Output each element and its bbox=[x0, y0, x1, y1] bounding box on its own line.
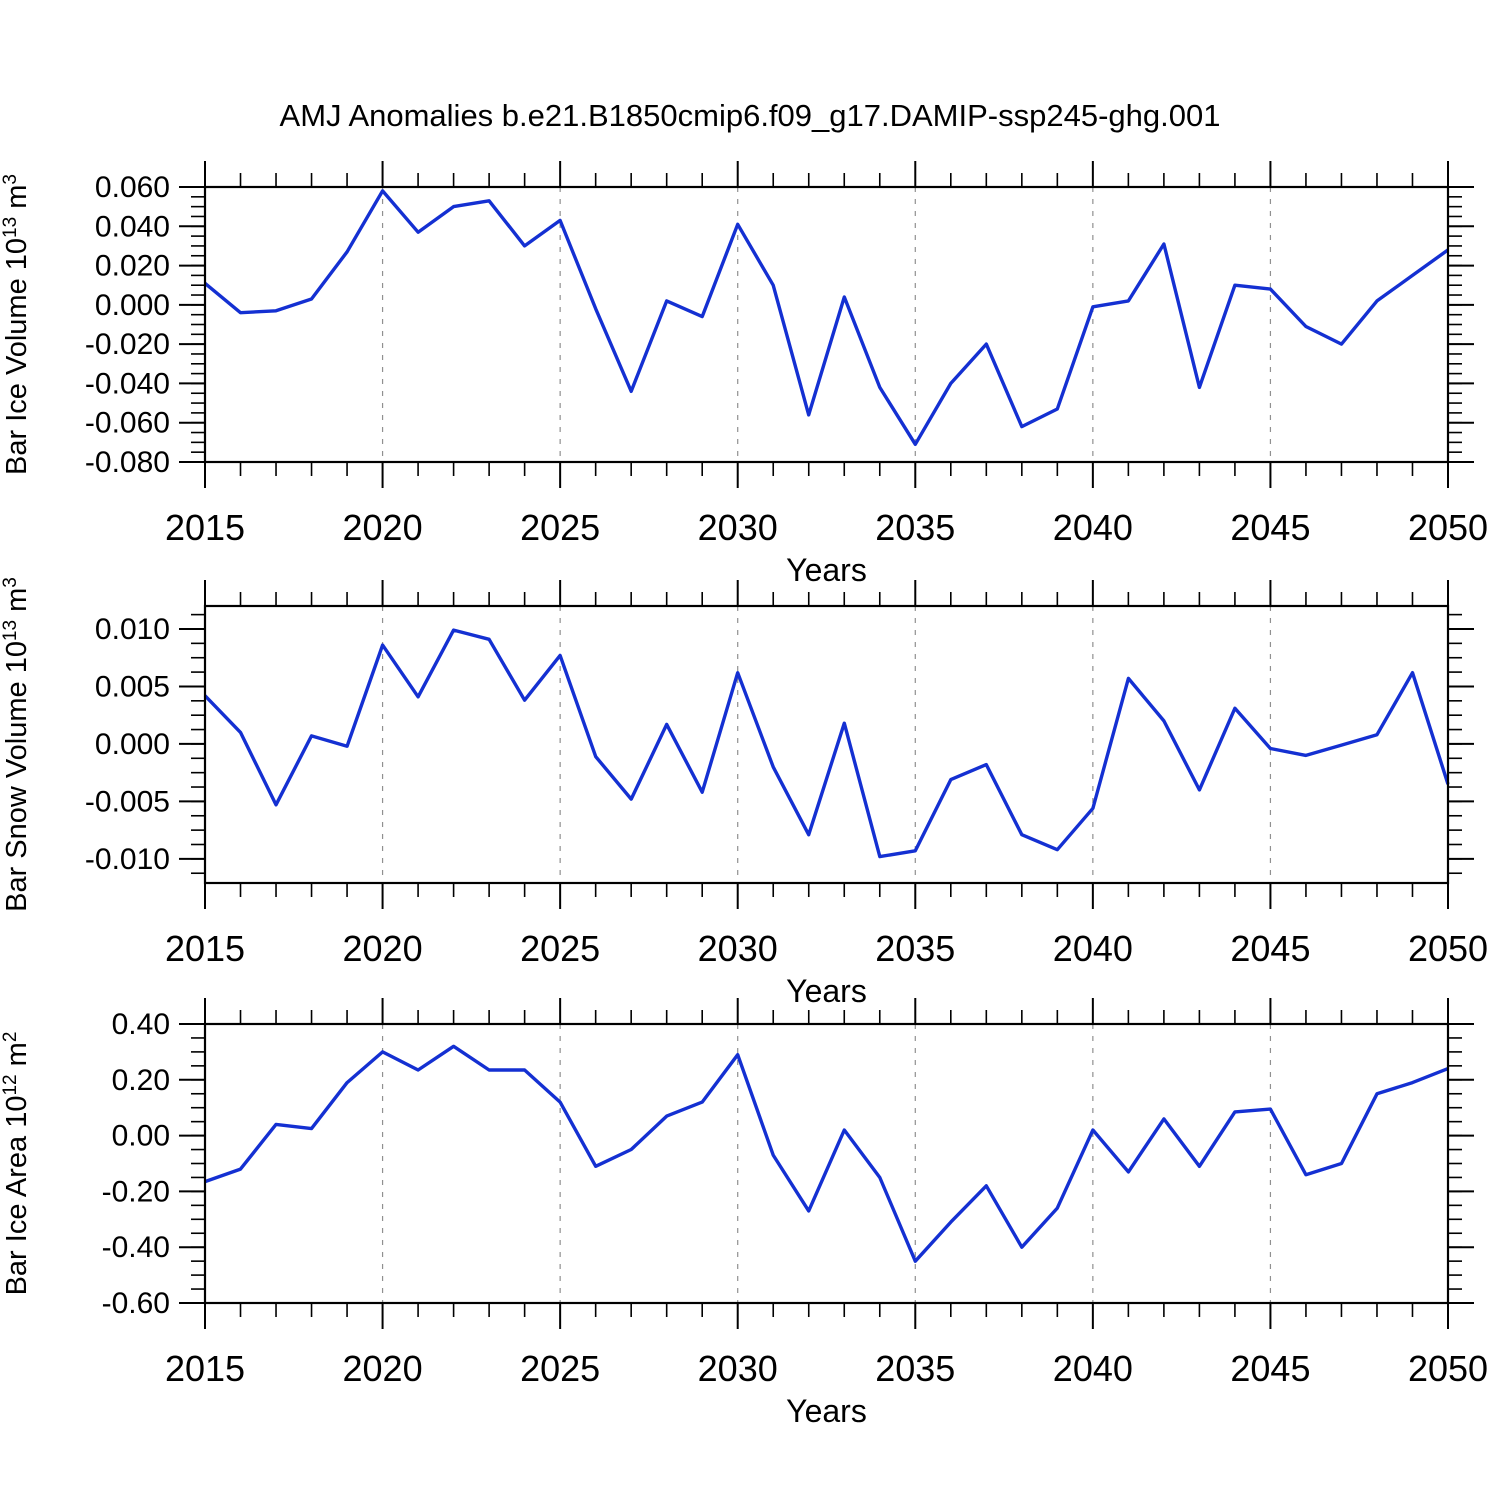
data-series-line bbox=[203, 628, 1450, 859]
panel-bar-ice-volume: 0.060 0.040 0.020 0.000 -0.020 -0.040 -0.060 -0… bbox=[0, 161, 1488, 588]
y-tick-label: -0.40 bbox=[102, 1231, 170, 1264]
plot-frame bbox=[203, 1022, 1450, 1305]
x-tick-label: 2020 bbox=[343, 928, 423, 969]
x-tick-label: 2030 bbox=[698, 1348, 778, 1389]
y-axis-title: Bar Ice Area 1012 m2 bbox=[0, 1032, 33, 1296]
y-tick-label: 0.000 bbox=[95, 289, 170, 322]
x-tick-label: 2045 bbox=[1230, 1348, 1310, 1389]
y-tick-label: -0.020 bbox=[85, 328, 170, 361]
y-tick-label: 0.000 bbox=[95, 728, 170, 761]
x-axis-title: Years bbox=[786, 552, 867, 588]
y-tick-label: 0.060 bbox=[95, 171, 170, 204]
x-tick-label: 2025 bbox=[520, 1348, 600, 1389]
x-tick-label: 2035 bbox=[875, 1348, 955, 1389]
y-tick-label: 0.005 bbox=[95, 670, 170, 703]
x-tick-label: 2030 bbox=[698, 507, 778, 548]
y-tick-label: 0.20 bbox=[112, 1064, 170, 1097]
y-axis-title: Bar Ice Volume 1013 m3 bbox=[0, 174, 33, 475]
x-tick-label: 2045 bbox=[1230, 928, 1310, 969]
y-tick-label: -0.20 bbox=[102, 1175, 170, 1208]
x-axis-title: Years bbox=[786, 1393, 867, 1429]
x-tick-label: 2040 bbox=[1053, 507, 1133, 548]
y-tick-label: -0.060 bbox=[85, 407, 170, 440]
chart-title: AMJ Anomalies b.e21.B1850cmip6.f09_g17.D… bbox=[280, 98, 1221, 133]
y-tick-label: 0.010 bbox=[95, 613, 170, 646]
x-tick-label: 2030 bbox=[698, 928, 778, 969]
panel-bar-ice-area: 0.40 0.20 0.00 -0.20 -0.40 -0.60 2015 2020 2025 2… bbox=[0, 998, 1488, 1429]
y-tick-label: 0.00 bbox=[112, 1120, 170, 1153]
panels-group: 0.060 0.040 0.020 0.000 -0.020 -0.040 -0.060 -0… bbox=[0, 161, 1488, 1429]
x-tick-label: 2015 bbox=[165, 507, 245, 548]
plot-frame bbox=[203, 604, 1450, 885]
x-tick-label: 2035 bbox=[875, 928, 955, 969]
x-tick-label: 2050 bbox=[1408, 928, 1488, 969]
x-tick-label: 2015 bbox=[165, 1348, 245, 1389]
x-tick-label: 2020 bbox=[343, 507, 423, 548]
data-series-line bbox=[204, 1044, 1449, 1263]
y-tick-label: -0.005 bbox=[85, 785, 170, 818]
panel-bar-snow-volume: 0.010 0.005 0.000 -0.005 -0.010 2015 2020 2025 2… bbox=[0, 577, 1488, 1009]
x-tick-label: 2025 bbox=[520, 928, 600, 969]
plot-frame bbox=[203, 185, 1450, 464]
y-tick-label: -0.010 bbox=[85, 843, 170, 876]
y-tick-label: 0.40 bbox=[112, 1008, 170, 1041]
x-tick-label: 2035 bbox=[875, 507, 955, 548]
x-tick-label: 2050 bbox=[1408, 507, 1488, 548]
y-tick-label: -0.60 bbox=[102, 1287, 170, 1320]
x-tick-label: 2015 bbox=[165, 928, 245, 969]
x-tick-label: 2025 bbox=[520, 507, 600, 548]
y-tick-label: -0.040 bbox=[85, 367, 170, 400]
x-tick-label: 2040 bbox=[1053, 1348, 1133, 1389]
x-tick-label: 2045 bbox=[1230, 507, 1310, 548]
y-tick-label: 0.020 bbox=[95, 250, 170, 283]
x-tick-label: 2050 bbox=[1408, 1348, 1488, 1389]
data-series-line bbox=[203, 189, 1449, 446]
y-axis-title: Bar Snow Volume 1013 m3 bbox=[0, 577, 33, 912]
x-tick-label: 2040 bbox=[1053, 928, 1133, 969]
x-axis-title: Years bbox=[786, 973, 867, 1009]
x-tick-label: 2020 bbox=[343, 1348, 423, 1389]
y-tick-label: -0.080 bbox=[85, 446, 170, 479]
y-tick-label: 0.040 bbox=[95, 210, 170, 243]
